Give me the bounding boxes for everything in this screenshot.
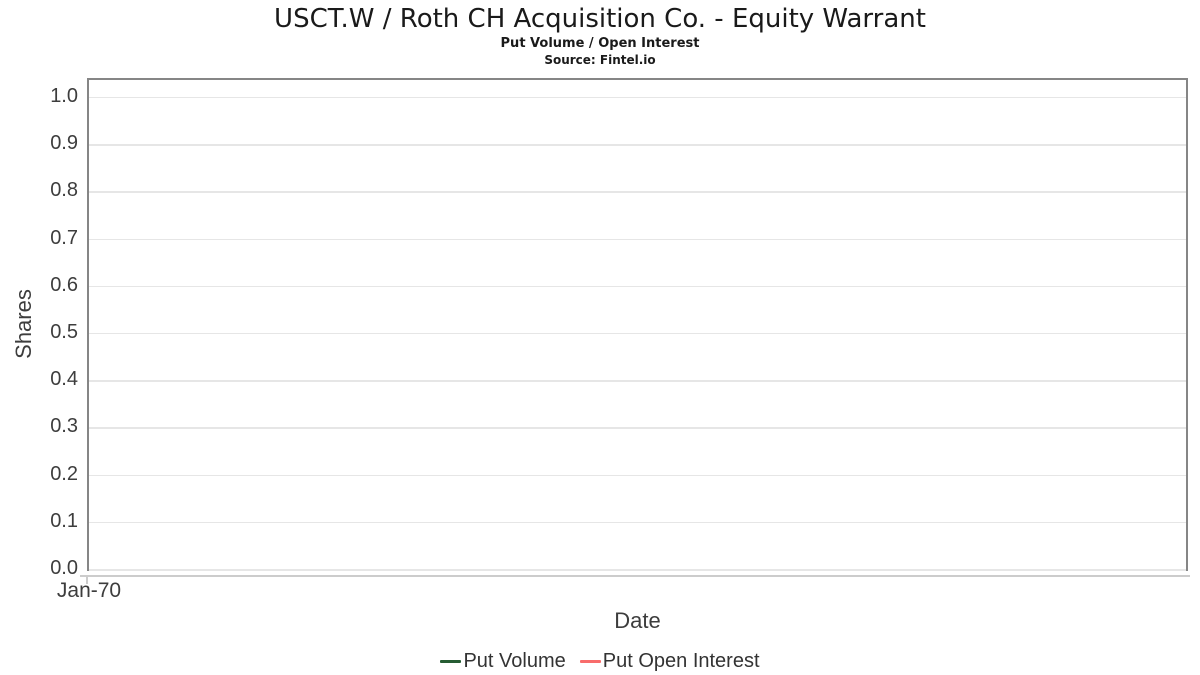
chart-source: Source: Fintel.io	[544, 53, 656, 67]
legend: Put Volume Put Open Interest	[0, 646, 1200, 673]
y-tick-label: 0.6	[50, 273, 78, 296]
y-gridline	[89, 285, 1186, 288]
x-axis-title: Date	[614, 608, 661, 633]
y-gridline	[89, 474, 1186, 477]
y-gridline	[89, 332, 1186, 335]
x-axis-tick-mark	[86, 577, 88, 584]
y-gridline	[89, 144, 1186, 146]
y-tick-label: 0.5	[50, 321, 78, 344]
y-tick-label: 1.0	[50, 85, 78, 108]
legend-swatch-put-open-interest	[579, 660, 601, 663]
y-tick-label: 0.8	[50, 179, 78, 202]
y-gridline	[89, 380, 1186, 382]
y-tick-label: 0.2	[50, 462, 78, 485]
y-tick-label: 0.1	[50, 509, 78, 532]
x-axis-line	[80, 575, 1190, 577]
y-axis-title: Shares	[11, 289, 36, 359]
y-tick-label: 0.3	[50, 415, 78, 438]
legend-item-put-volume[interactable]: Put Volume	[440, 650, 566, 673]
legend-item-put-open-interest[interactable]: Put Open Interest	[579, 650, 760, 673]
chart-subtitle: Put Volume / Open Interest	[500, 36, 700, 51]
legend-label-put-open-interest: Put Open Interest	[602, 650, 760, 672]
y-gridline	[89, 238, 1186, 241]
chart-title: USCT.W / Roth CH Acquisition Co. - Equit…	[274, 4, 926, 34]
legend-label-put-volume: Put Volume	[463, 650, 566, 672]
y-tick-label: 0.0	[50, 557, 78, 580]
y-tick-label: 0.9	[50, 132, 78, 155]
y-gridline	[89, 191, 1186, 193]
y-gridline	[89, 569, 1186, 571]
y-gridline	[89, 427, 1186, 429]
y-tick-label: 0.4	[50, 368, 78, 391]
legend-swatch-put-volume	[440, 660, 462, 663]
x-tick-label: Jan-70	[56, 579, 122, 602]
y-gridline	[89, 521, 1186, 524]
plot-area: 0.0 0.1 0.2 0.3 0.4 0.5 0.6 0.7 0.8 0.9 1.0 Jan-70	[50, 78, 1188, 602]
y-tick-label: 0.7	[50, 226, 78, 249]
y-gridline	[89, 96, 1186, 99]
